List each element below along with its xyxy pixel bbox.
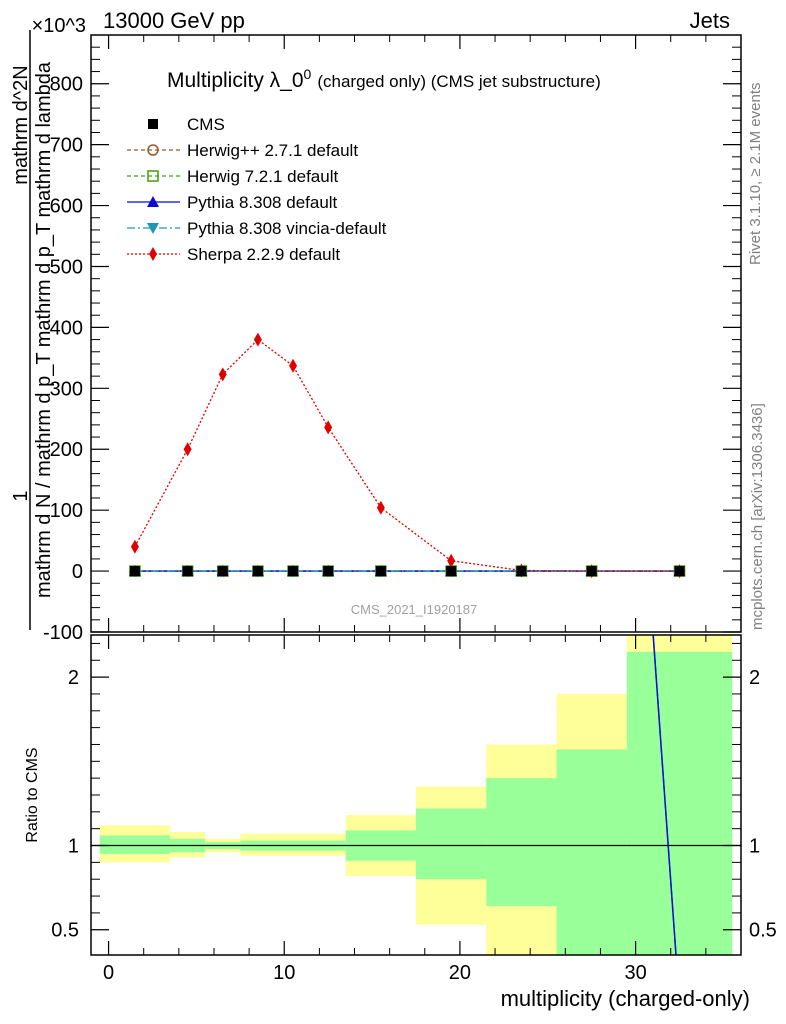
data-point-0 <box>288 566 299 577</box>
ratio-y-tick-label: 1 <box>68 836 79 858</box>
y-axis-label: 1 mathrm d^2N mathrm d N / mathrm d p_T … <box>10 30 55 630</box>
legend-marker <box>147 170 159 182</box>
ratio-band-inner <box>556 749 627 955</box>
legend: CMS Herwig++ 2.7.1 default Herwig 7.2.1 de… <box>127 115 387 264</box>
data-point-0 <box>129 566 140 577</box>
data-point-5 <box>183 442 192 457</box>
legend-label: Pythia 8.308 vincia-default <box>187 219 387 238</box>
y-tick-label: 800 <box>50 74 83 96</box>
header-right: Jets <box>690 8 730 33</box>
y-tick-label: 200 <box>50 439 83 461</box>
y-tick-label: 400 <box>50 317 83 339</box>
ratio-y-tick-label-right: 0.5 <box>749 920 777 942</box>
ratio-band-inner <box>99 835 171 854</box>
ratio-plot: 0 10 20 30 0.5 0.5 1 1 2 2 Ratio to CMS multiplic… <box>24 634 777 1011</box>
data-point-0 <box>252 566 263 577</box>
plot-title: Multiplicity λ_00 (charged only) (CMS jet… <box>167 66 601 92</box>
ratio-band-inner <box>626 651 733 955</box>
legend-label: CMS <box>187 115 225 134</box>
data-point-0 <box>217 566 228 577</box>
legend-marker <box>149 247 157 261</box>
main-plot-axes: -100 0 100 200 300 400 500 600 700 800 <box>43 35 741 644</box>
y-label-top: 1 <box>10 490 32 501</box>
y-tick-label: 600 <box>50 196 83 218</box>
title-main: Multiplicity λ_00 (charged only) (CMS jet… <box>167 66 601 92</box>
data-point-5 <box>376 500 385 515</box>
data-point-0 <box>586 566 597 577</box>
legend-marker <box>147 223 159 234</box>
ratio-y-tick-label-right: 2 <box>749 667 760 689</box>
y-tick-label: 300 <box>50 378 83 400</box>
main-plot-content <box>128 332 686 579</box>
title-sup: 0 <box>304 66 312 82</box>
data-point-5 <box>289 358 298 373</box>
title-main-text: Multiplicity λ_0 <box>167 69 304 92</box>
legend-label: Herwig++ 2.7.1 default <box>187 141 358 160</box>
mcplots-label: mcplots.cern.ch [arXiv:1306.3436] <box>749 403 766 630</box>
data-point-5 <box>324 420 333 435</box>
ratio-y-tick-label: 2 <box>68 667 79 689</box>
data-point-0 <box>674 566 685 577</box>
y-tick-label: 500 <box>50 256 83 278</box>
data-point-0 <box>182 566 193 577</box>
data-point-5 <box>447 553 456 568</box>
y-exponent: ×10^3 <box>32 15 86 37</box>
x-tick-label: 0 <box>103 962 114 984</box>
y-tick-label: 100 <box>50 500 83 522</box>
legend-label: Pythia 8.308 default <box>187 193 338 212</box>
legend-marker <box>147 144 159 156</box>
data-point-5 <box>130 539 139 554</box>
x-tick-label: 30 <box>624 962 646 984</box>
y-label-top2: mathrm d^2N <box>10 65 32 184</box>
legend-marker <box>148 119 158 129</box>
ratio-pythia-line <box>652 634 677 956</box>
title-sub: (charged only) (CMS jet substructure) <box>317 72 600 91</box>
data-point-0 <box>446 566 457 577</box>
x-tick-label: 20 <box>449 962 471 984</box>
y-tick-label: 700 <box>50 135 83 157</box>
ratio-y-label: Ratio to CMS <box>24 747 41 842</box>
data-point-0 <box>375 566 386 577</box>
data-point-0 <box>516 566 527 577</box>
ratio-band-inner <box>416 808 487 880</box>
main-plot-frame <box>90 34 742 633</box>
ratio-plot-axes: 0 10 20 30 0.5 0.5 1 1 2 2 <box>51 635 777 984</box>
legend-marker <box>147 196 159 207</box>
y-tick-label: 0 <box>72 561 83 583</box>
ratio-y-tick-label: 0.5 <box>51 920 79 942</box>
legend-label: Herwig 7.2.1 default <box>187 167 338 186</box>
legend-label: Sherpa 2.2.9 default <box>187 245 340 264</box>
ratio-y-tick-label-right: 1 <box>749 836 760 858</box>
x-axis-label: multiplicity (charged-only) <box>501 986 750 1011</box>
data-point-5 <box>218 367 227 382</box>
x-tick-label: 10 <box>273 962 295 984</box>
main-plot: -100 0 100 200 300 400 500 600 700 800 ×10^3 CMS_… <box>10 15 742 644</box>
ratio-plot-content <box>91 634 741 956</box>
data-point-0 <box>323 566 334 577</box>
ratio-band-inner <box>486 778 557 907</box>
header-left: 13000 GeV pp <box>103 8 245 33</box>
rivet-label: Rivet 3.1.10, ≥ 2.1M events <box>747 83 764 266</box>
data-point-5 <box>253 332 262 347</box>
y-label-bottom: mathrm d N / mathrm d p_T mathrm d p_T m… <box>33 61 55 598</box>
series-line-5 <box>134 338 680 572</box>
watermark: CMS_2021_I1920187 <box>351 602 478 617</box>
y-tick-label: -100 <box>43 622 83 644</box>
